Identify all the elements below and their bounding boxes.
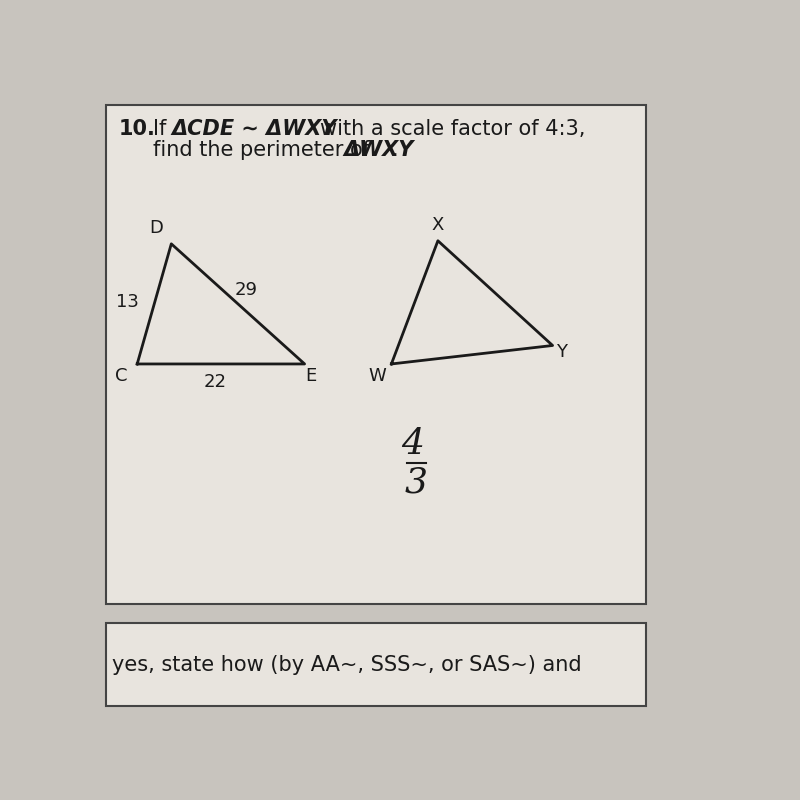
Text: find the perimeter of: find the perimeter of (153, 140, 377, 160)
Text: C: C (115, 367, 128, 386)
Text: yes, state how (by AA~, SSS~, or SAS~) and: yes, state how (by AA~, SSS~, or SAS~) a… (112, 655, 582, 675)
Text: D: D (149, 219, 162, 238)
Text: 3: 3 (405, 466, 428, 500)
Bar (106, 622, 646, 706)
Text: 10.: 10. (118, 119, 155, 139)
Text: 29: 29 (234, 281, 258, 299)
Text: 22: 22 (203, 374, 226, 391)
Text: X: X (432, 216, 444, 234)
Text: E: E (305, 367, 317, 386)
Text: with a scale factor of 4:3,: with a scale factor of 4:3, (320, 119, 586, 139)
Text: 13: 13 (117, 294, 139, 311)
Text: ΔCDE ∼ ΔWXY: ΔCDE ∼ ΔWXY (171, 119, 337, 139)
Bar (106, 106, 646, 604)
Text: Y: Y (557, 342, 567, 361)
Text: W: W (369, 367, 386, 386)
Text: ΔWXY: ΔWXY (344, 140, 414, 160)
Text: .: . (391, 140, 398, 160)
Text: 4: 4 (402, 427, 425, 461)
Text: If: If (153, 119, 173, 139)
